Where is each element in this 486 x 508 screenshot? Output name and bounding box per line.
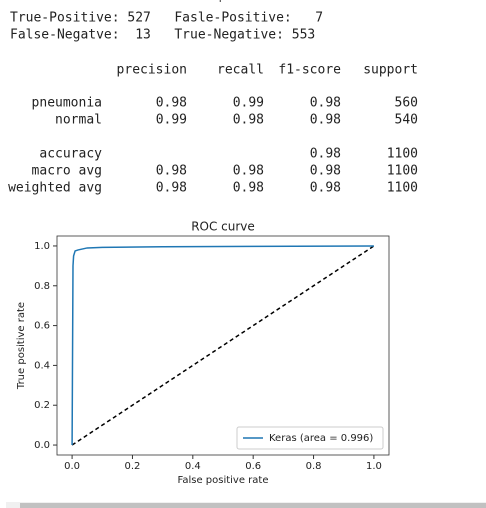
- x-tick-label: 1.0: [366, 461, 382, 472]
- report-cell: 0.98: [233, 164, 264, 179]
- plot-frame: [56, 235, 390, 456]
- scrollbar-thumb[interactable]: [20, 503, 486, 508]
- report-row-label: accuracy: [39, 147, 102, 162]
- roc-line: [71, 245, 374, 446]
- legend-label: Keras (area = 0.996): [269, 433, 373, 444]
- x-tick-label: 0.8: [306, 461, 322, 472]
- report-cell: 0.99: [156, 113, 187, 128]
- report-header: f1-score: [278, 63, 341, 78]
- y-axis-label: True positive rate: [16, 302, 27, 390]
- report-header: precision: [117, 63, 187, 78]
- report-header: recall: [217, 63, 264, 78]
- report-cell: 0.98: [310, 96, 341, 111]
- report-cell: 0.98: [310, 147, 341, 162]
- roc-line: [71, 245, 375, 446]
- report-cell: 0.98: [233, 181, 264, 196]
- report-header: support: [363, 63, 418, 78]
- report-cell: 0.98: [156, 181, 187, 196]
- confusion-line: True-Positive: 527 Fasle-Positive: 7: [10, 11, 323, 26]
- legend-box: [236, 426, 384, 450]
- y-tick-label: 0.6: [34, 321, 50, 332]
- report-row-label: macro avg: [32, 164, 102, 179]
- epoch-label: epoch: [213, 0, 243, 3]
- report-row-label: weighted avg: [8, 181, 102, 196]
- y-tick-label: 0.0: [34, 440, 50, 451]
- chart-title: ROC curve: [191, 220, 255, 234]
- y-tick-label: 1.0: [34, 241, 50, 252]
- x-tick-label: 0.0: [64, 461, 80, 472]
- report-cell: 0.98: [310, 181, 341, 196]
- report-cell: 0.99: [233, 96, 264, 111]
- report-cell: 1100: [387, 164, 418, 179]
- report-cell: 0.98: [310, 113, 341, 128]
- y-tick-label: 0.4: [34, 360, 50, 371]
- x-axis-label: False positive rate: [178, 475, 269, 486]
- report-cell: 0.98: [310, 164, 341, 179]
- y-tick-label: 0.2: [34, 400, 50, 411]
- report-cell: 0.98: [156, 96, 187, 111]
- x-tick-label: 0.2: [125, 461, 141, 472]
- report-cell: 1100: [387, 181, 418, 196]
- x-tick-label: 0.4: [185, 461, 201, 472]
- report-cell: 0.98: [233, 113, 264, 128]
- x-tick-label: 0.6: [245, 461, 261, 472]
- report-cell: 540: [395, 113, 418, 128]
- confusion-line: False-Negatve: 13 True-Negative: 553: [10, 28, 315, 43]
- report-row-label: normal: [55, 113, 102, 128]
- report-row-label: pneumonia: [32, 96, 102, 111]
- report-cell: 1100: [387, 147, 418, 162]
- report-cell: 0.98: [156, 164, 187, 179]
- y-tick-label: 0.8: [34, 281, 50, 292]
- report-cell: 560: [395, 96, 418, 111]
